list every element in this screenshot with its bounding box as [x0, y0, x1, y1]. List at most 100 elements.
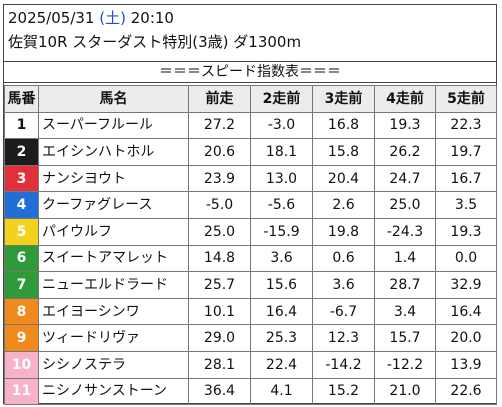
speed-index-value: 3.4 — [374, 297, 436, 326]
speed-index-value: 28.7 — [374, 271, 436, 299]
speed-index-value: 1.4 — [374, 244, 436, 273]
race-weekday: (土) — [99, 9, 126, 27]
col-header-4back: 4走前 — [374, 85, 436, 113]
speed-index-value: 28.1 — [188, 350, 251, 379]
speed-index-value: 26.2 — [374, 138, 436, 166]
speed-index-value: 21.0 — [374, 377, 436, 406]
speed-index-value: 25.3 — [250, 324, 313, 352]
horse-name: スーパーフルール — [38, 111, 189, 140]
race-time: 20:10 — [130, 9, 174, 27]
speed-index-value: -15.9 — [250, 217, 313, 246]
speed-index-value: 22.4 — [250, 350, 313, 379]
speed-index-value: 16.4 — [250, 297, 313, 326]
speed-index-value: 13.9 — [435, 350, 497, 379]
speed-index-value: 19.3 — [435, 217, 497, 246]
horse-number: 6 — [4, 244, 39, 273]
speed-index-value: -6.7 — [312, 297, 375, 326]
horse-number: 9 — [4, 324, 39, 352]
speed-index-value: 20.0 — [435, 324, 497, 352]
table-row: 11 ニシノサンストーン 36.4 4.1 15.2 21.0 22.6 — [4, 377, 497, 406]
horse-number: 2 — [4, 138, 39, 166]
speed-index-value: 13.0 — [250, 164, 313, 193]
horse-name: エイシンハトホル — [38, 138, 189, 166]
table-row: 6 スイートアマレット 14.8 3.6 0.6 1.4 0.0 — [4, 244, 497, 273]
horse-name: ナンシヨウト — [38, 164, 189, 193]
col-header-2back: 2走前 — [250, 85, 313, 113]
speed-index-value: 19.7 — [435, 138, 497, 166]
speed-index-value: 3.6 — [312, 271, 375, 299]
table-header-row: 馬番 馬名 前走 2走前 3走前 4走前 5走前 — [4, 85, 497, 113]
race-info: 佐賀10R スターダスト特別(3歳) ダ1300m — [8, 33, 302, 51]
speed-index-value: 3.5 — [435, 191, 497, 219]
horse-number: 4 — [4, 191, 39, 219]
table-row: 8 エイヨーシンワ 10.1 16.4 -6.7 3.4 16.4 — [4, 297, 497, 326]
speed-index-panel: 2025/05/31 (土) 20:10 佐賀10R スターダスト特別(3歳) … — [3, 4, 497, 406]
speed-index-value: 22.6 — [435, 377, 497, 406]
table-row: 4 クーファグレース -5.0 -5.6 2.6 25.0 3.5 — [4, 191, 497, 219]
speed-index-value: -3.0 — [250, 111, 313, 140]
speed-index-value: -5.0 — [188, 191, 251, 219]
col-header-number: 馬番 — [4, 85, 39, 113]
speed-index-value: 24.7 — [374, 164, 436, 193]
horse-number: 7 — [4, 271, 39, 299]
speed-index-value: 15.2 — [312, 377, 375, 406]
horse-name: ツィードリヴァ — [38, 324, 189, 352]
speed-index-value: 25.7 — [188, 271, 251, 299]
horse-name: クーファグレース — [38, 191, 189, 219]
speed-index-table: 馬番 馬名 前走 2走前 3走前 4走前 5走前 1 スーパーフルール 27.2 -3… — [4, 85, 497, 406]
speed-index-value: 36.4 — [188, 377, 251, 406]
speed-index-value: 20.4 — [312, 164, 375, 193]
speed-index-value: 12.3 — [312, 324, 375, 352]
table-row: 10 シシノステラ 28.1 22.4 -14.2 -12.2 13.9 — [4, 350, 497, 379]
horse-number: 5 — [4, 217, 39, 246]
col-header-5back: 5走前 — [435, 85, 497, 113]
horse-name: パイウルフ — [38, 217, 189, 246]
table-row: 5 パイウルフ 25.0 -15.9 19.8 -24.3 19.3 — [4, 217, 497, 246]
speed-index-value: 16.7 — [435, 164, 497, 193]
horse-name: ニシノサンストーン — [38, 377, 189, 406]
horse-number: 10 — [4, 350, 39, 379]
speed-index-value: 3.6 — [250, 244, 313, 273]
speed-index-value: 27.2 — [188, 111, 251, 140]
horse-name: シシノステラ — [38, 350, 189, 379]
speed-index-value: 10.1 — [188, 297, 251, 326]
speed-index-value: 0.6 — [312, 244, 375, 273]
speed-index-value: 29.0 — [188, 324, 251, 352]
speed-index-value: -24.3 — [374, 217, 436, 246]
speed-index-value: -5.6 — [250, 191, 313, 219]
speed-index-value: 19.3 — [374, 111, 436, 140]
speed-index-value: 19.8 — [312, 217, 375, 246]
horse-name: スイートアマレット — [38, 244, 189, 273]
horse-number: 1 — [4, 111, 39, 140]
table-row: 2 エイシンハトホル 20.6 18.1 15.8 26.2 19.7 — [4, 138, 497, 166]
speed-index-value: -12.2 — [374, 350, 436, 379]
speed-index-value: 15.7 — [374, 324, 436, 352]
table-row: 9 ツィードリヴァ 29.0 25.3 12.3 15.7 20.0 — [4, 324, 497, 352]
speed-index-value: 15.8 — [312, 138, 375, 166]
horse-name: ニューエルドラード — [38, 271, 189, 299]
speed-index-value: 16.4 — [435, 297, 497, 326]
speed-index-value: 18.1 — [250, 138, 313, 166]
table-row: 1 スーパーフルール 27.2 -3.0 16.8 19.3 22.3 — [4, 111, 497, 140]
col-header-3back: 3走前 — [312, 85, 375, 113]
col-header-name: 馬名 — [38, 85, 189, 113]
horse-number: 11 — [4, 377, 39, 406]
speed-index-value: 25.0 — [188, 217, 251, 246]
speed-index-value: 4.1 — [250, 377, 313, 406]
speed-index-value: 16.8 — [312, 111, 375, 140]
table-row: 3 ナンシヨウト 23.9 13.0 20.4 24.7 16.7 — [4, 164, 497, 193]
speed-index-value: 2.6 — [312, 191, 375, 219]
speed-index-value: -14.2 — [312, 350, 375, 379]
horse-name: エイヨーシンワ — [38, 297, 189, 326]
horse-number: 8 — [4, 297, 39, 326]
speed-index-value: 0.0 — [435, 244, 497, 273]
speed-index-value: 15.6 — [250, 271, 313, 299]
speed-index-value: 25.0 — [374, 191, 436, 219]
race-date: 2025/05/31 — [8, 9, 95, 27]
speed-index-value: 32.9 — [435, 271, 497, 299]
table-title: ＝＝＝スピード指数表＝＝＝ — [4, 61, 496, 83]
table-row: 7 ニューエルドラード 25.7 15.6 3.6 28.7 32.9 — [4, 271, 497, 299]
speed-index-value: 20.6 — [188, 138, 251, 166]
speed-index-value: 22.3 — [435, 111, 497, 140]
horse-number: 3 — [4, 164, 39, 193]
